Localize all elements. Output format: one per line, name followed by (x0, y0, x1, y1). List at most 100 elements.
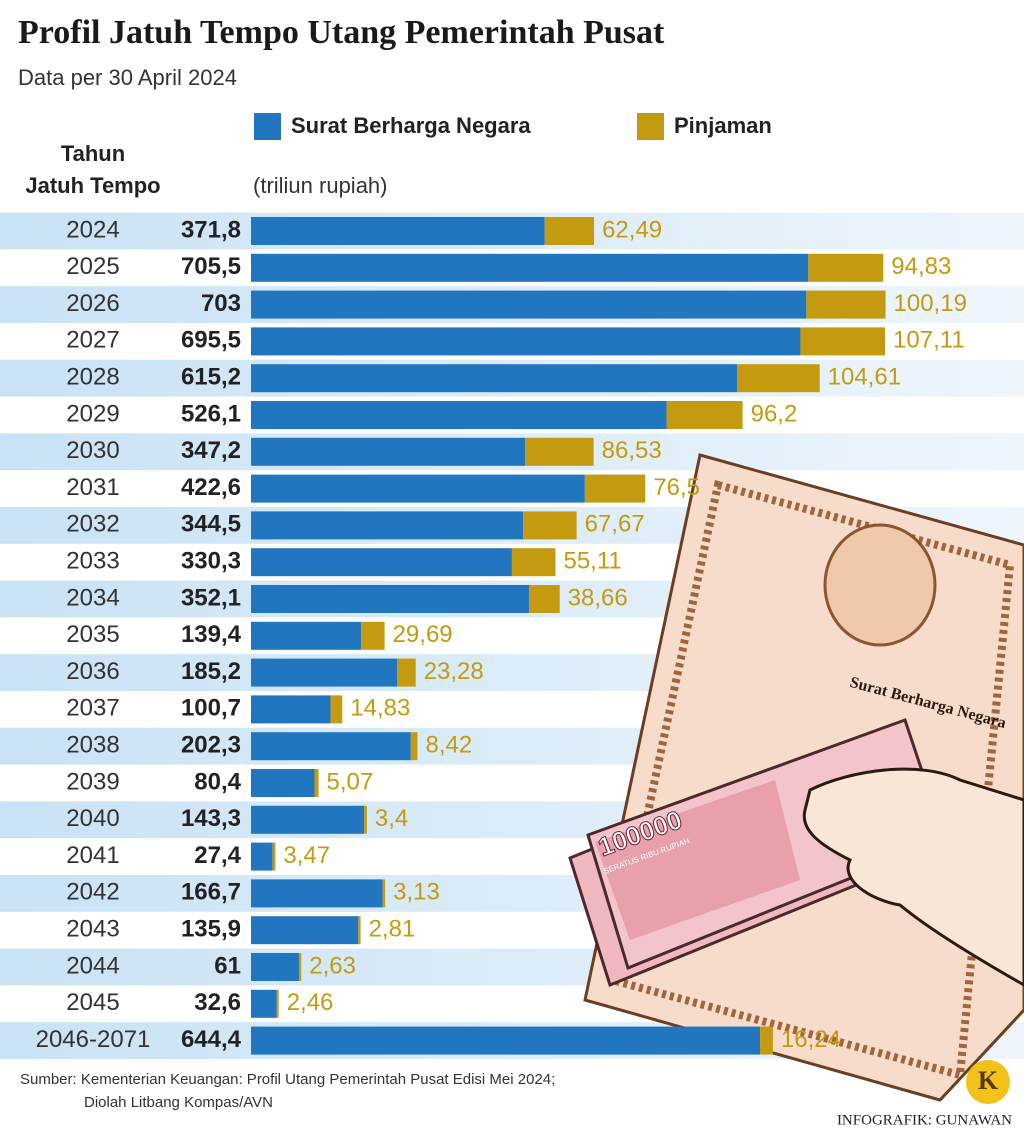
category-label: 2037 (66, 695, 119, 722)
bar-segment (251, 805, 365, 834)
bar-segment (272, 842, 276, 871)
bar-segment (760, 1026, 773, 1055)
category-header: Tahun (61, 141, 125, 166)
bar-segment (251, 769, 315, 797)
bar-segment (251, 511, 524, 540)
category-label: 2036 (66, 658, 119, 685)
bar-segment (806, 290, 886, 319)
logo-text: K (978, 1066, 999, 1095)
value-label: 352,1 (181, 584, 241, 611)
bar-segment (251, 989, 277, 1018)
bar-segment (511, 548, 556, 577)
value-label: 3,13 (393, 879, 440, 906)
source: Diolah Litbang Kompas/AVN (84, 1094, 273, 1111)
category-label: 2029 (66, 400, 119, 427)
value-label: 96,2 (751, 400, 798, 427)
category-label: 2031 (66, 474, 119, 501)
value-label: 100,19 (894, 290, 967, 317)
category-label: 2026 (66, 290, 119, 317)
category-label: 2039 (66, 768, 119, 795)
value-label: 107,11 (893, 327, 965, 354)
bar-segment (251, 916, 359, 945)
bar-segment (251, 548, 512, 577)
bar-segment (251, 842, 273, 871)
category-label: 2034 (66, 584, 119, 611)
bar-segment (251, 695, 331, 724)
bar-segment (251, 474, 585, 503)
bar-segment (251, 879, 383, 908)
bar-segment (251, 621, 362, 650)
category-label: 2025 (66, 253, 119, 280)
category-label: 2043 (66, 916, 119, 943)
value-label: 16,24 (781, 1026, 841, 1053)
legend-label: Surat Berharga Negara (291, 113, 531, 138)
value-label: 166,7 (181, 879, 241, 906)
value-label: 61 (214, 952, 241, 979)
category-label: 2044 (66, 952, 119, 979)
value-label: 14,83 (350, 695, 410, 722)
category-label: 2045 (66, 989, 119, 1016)
bar-segment (251, 364, 738, 393)
value-label: 67,67 (585, 511, 645, 538)
bar-segment (584, 474, 646, 503)
category-label: 2038 (66, 732, 119, 759)
source: Sumber: Kementerian Keuangan: Profil Uta… (20, 1071, 555, 1088)
value-label: 135,9 (181, 916, 241, 943)
bar-segment (666, 401, 743, 429)
value-label: 202,3 (181, 732, 241, 759)
bar-segment (251, 658, 398, 687)
bar-segment (529, 585, 560, 613)
bar-segment (299, 953, 302, 981)
bar-segment (251, 953, 300, 981)
value-label: 104,61 (828, 364, 901, 391)
value-label: 344,5 (181, 511, 241, 538)
value-label: 330,3 (181, 548, 241, 575)
chart-title: Profil Jatuh Tempo Utang Pemerintah Pusa… (18, 14, 665, 51)
chart-subtitle: Data per 30 April 2024 (18, 65, 237, 90)
category-label: 2046-2071 (36, 1026, 151, 1053)
value-label: 5,07 (327, 768, 374, 795)
legend-swatch (637, 113, 664, 140)
value-label: 8,42 (425, 732, 472, 759)
value-label: 185,2 (181, 658, 241, 685)
bar-segment (251, 217, 545, 245)
category-label: 2024 (66, 216, 119, 243)
category-header: Jatuh Tempo (25, 173, 160, 198)
category-label: 2040 (66, 805, 119, 832)
category-label: 2032 (66, 511, 119, 538)
value-label: 76,5 (653, 474, 700, 501)
value-label: 371,8 (181, 216, 241, 243)
value-label: 86,53 (602, 437, 662, 464)
value-label: 100,7 (181, 695, 241, 722)
value-label: 80,4 (194, 768, 241, 795)
value-label: 62,49 (602, 216, 662, 243)
value-label: 705,5 (181, 253, 241, 280)
category-label: 2035 (66, 621, 119, 648)
category-label: 2033 (66, 548, 119, 575)
value-label: 3,47 (283, 842, 330, 869)
bar-segment (251, 290, 807, 319)
illustration: Surat Berharga Negara 100000 SERATUS RIB… (568, 453, 1024, 1102)
bar-segment (800, 327, 886, 356)
value-label: 615,2 (181, 364, 241, 391)
category-label: 2041 (66, 842, 119, 869)
value-label: 2,46 (287, 989, 334, 1016)
credit: INFOGRAFIK: GUNAWAN (837, 1112, 1012, 1128)
logo (966, 1060, 1010, 1104)
value-label: 29,69 (393, 621, 453, 648)
bar-segment (361, 621, 385, 650)
bar-segment (251, 327, 801, 356)
value-label: 38,66 (568, 584, 628, 611)
category-label: 2042 (66, 879, 119, 906)
value-label: 139,4 (181, 621, 242, 648)
bar-segment (364, 805, 367, 834)
bar-segment (410, 732, 418, 761)
legend-swatch (254, 113, 281, 140)
value-label: 695,5 (181, 327, 241, 354)
category-label: 2028 (66, 364, 119, 391)
value-label: 94,83 (891, 253, 951, 280)
value-label: 422,6 (181, 474, 241, 501)
bar-segment (382, 879, 386, 908)
bar-segment (276, 989, 279, 1018)
